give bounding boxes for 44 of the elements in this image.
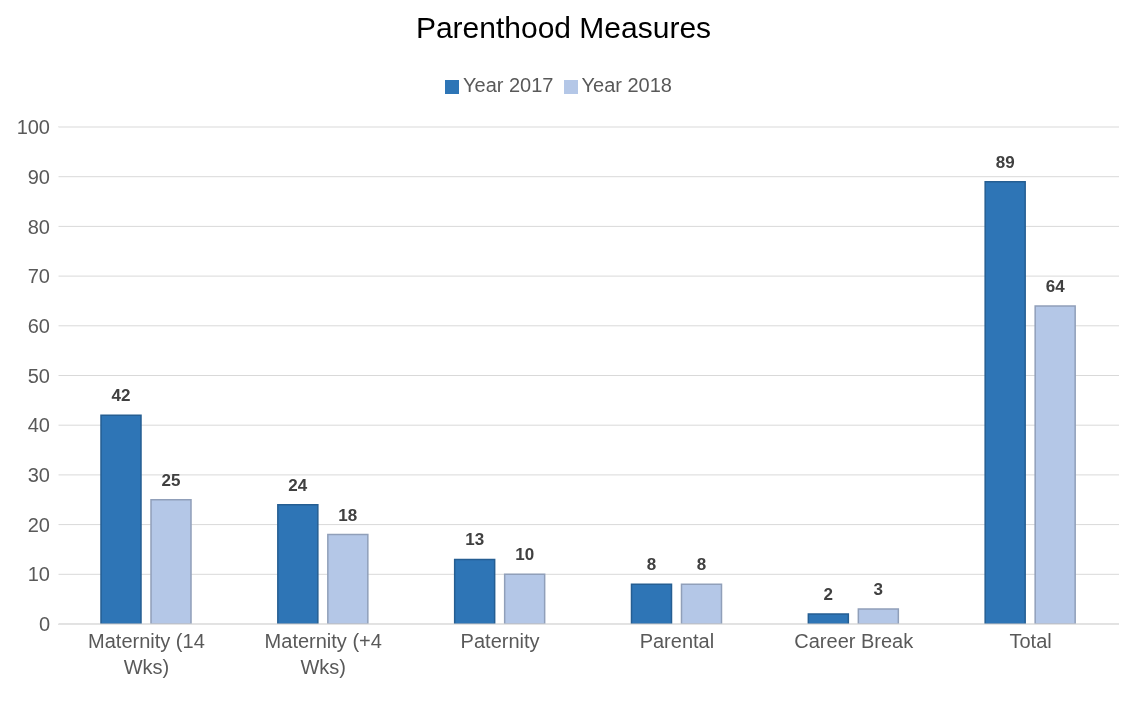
x-tick-label: Career Break <box>794 630 915 652</box>
bar <box>1034 305 1076 624</box>
y-tick-label: 90 <box>27 165 50 188</box>
legend-label: Year 2017 <box>463 74 554 96</box>
data-label: 8 <box>646 555 657 575</box>
y-tick-label: 30 <box>27 464 50 486</box>
chart-title: Parenthood Measures <box>414 10 713 46</box>
bar <box>630 583 673 624</box>
bar <box>277 503 319 624</box>
x-tick-label: Paternity <box>460 630 540 652</box>
x-tick-label: Parental <box>639 630 715 652</box>
y-tick-label: 40 <box>27 414 50 437</box>
data-label: 13 <box>465 530 485 550</box>
data-label: 24 <box>288 475 308 495</box>
bar <box>503 573 546 624</box>
data-label: 3 <box>873 580 884 600</box>
data-label: 18 <box>338 505 358 525</box>
bar <box>453 558 496 624</box>
y-tick-label: 70 <box>27 265 50 288</box>
data-label: 2 <box>823 585 834 605</box>
bar <box>327 533 369 624</box>
data-label: 64 <box>1045 276 1066 296</box>
y-tick-label: 10 <box>27 563 50 586</box>
x-tick-label: Maternity (14 Wks) <box>88 630 205 678</box>
data-label: 25 <box>161 470 181 490</box>
data-label: 8 <box>696 555 707 575</box>
bar <box>680 583 723 624</box>
legend-label: Year 2018 <box>581 74 672 96</box>
data-label: 89 <box>995 152 1015 172</box>
y-tick-label: 0 <box>38 613 50 636</box>
y-tick-label: 20 <box>27 513 50 536</box>
data-label: 10 <box>515 545 535 565</box>
bar <box>150 499 192 624</box>
y-tick-label: 80 <box>27 215 50 238</box>
bar <box>984 180 1026 624</box>
x-tick-label: Maternity (+4 Wks) <box>264 630 382 678</box>
y-tick-label: 50 <box>27 364 50 387</box>
data-label: 42 <box>111 386 131 406</box>
y-tick-label: 100 <box>16 116 50 139</box>
bar <box>100 414 142 624</box>
y-tick-label: 60 <box>27 314 50 337</box>
bar <box>807 613 850 624</box>
bar <box>857 608 900 624</box>
x-tick-label: Total <box>1009 630 1052 652</box>
